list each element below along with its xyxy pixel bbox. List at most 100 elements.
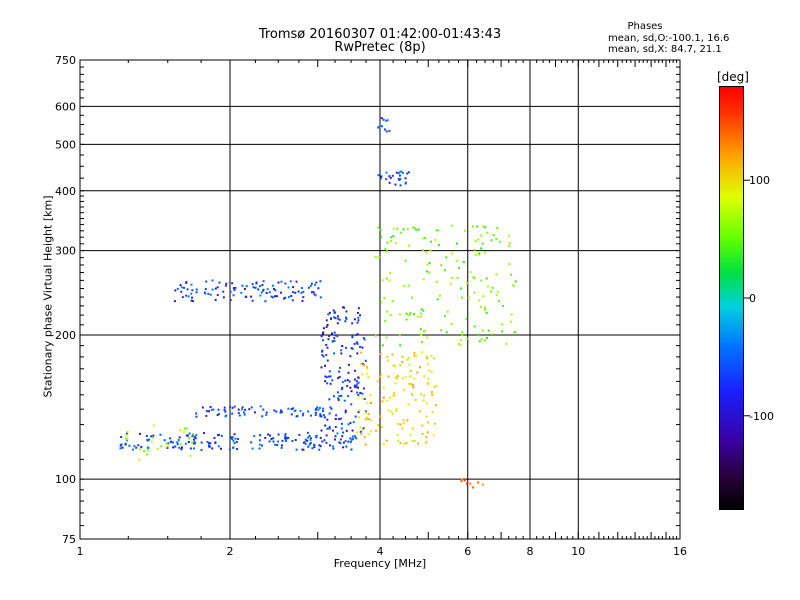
data-point <box>428 369 431 372</box>
data-point <box>408 375 411 378</box>
data-point <box>315 407 318 410</box>
data-point <box>334 425 337 428</box>
data-point <box>280 446 283 449</box>
data-point <box>146 446 149 449</box>
data-point <box>265 292 268 295</box>
data-point <box>279 409 282 412</box>
data-point <box>363 398 366 401</box>
data-point <box>191 289 194 292</box>
data-point <box>505 342 508 345</box>
data-point <box>385 178 388 181</box>
data-point <box>340 422 343 425</box>
data-point <box>339 366 342 369</box>
data-point <box>334 435 337 438</box>
data-point <box>185 294 188 297</box>
data-point <box>388 181 391 184</box>
data-point <box>367 432 370 435</box>
data-point <box>316 406 319 409</box>
data-point <box>329 375 332 378</box>
data-point <box>436 298 439 301</box>
data-point <box>410 296 413 299</box>
data-point <box>460 480 463 483</box>
data-point <box>394 242 397 245</box>
data-point <box>284 438 287 441</box>
data-point <box>357 381 360 384</box>
data-point <box>393 394 396 397</box>
data-point <box>356 352 359 355</box>
data-point <box>403 442 406 445</box>
data-point <box>337 317 340 320</box>
data-point <box>217 445 220 448</box>
data-point <box>466 482 469 485</box>
data-point <box>319 413 322 416</box>
data-point <box>135 446 138 449</box>
data-point <box>349 440 352 443</box>
data-point <box>459 344 462 347</box>
data-point <box>431 411 434 414</box>
data-point <box>347 423 350 426</box>
data-point <box>232 446 235 449</box>
data-point <box>195 415 198 418</box>
data-point <box>150 440 153 443</box>
data-point <box>209 442 212 445</box>
data-point <box>477 253 480 256</box>
colorbar-tick-label: 100 <box>749 174 770 187</box>
data-point <box>402 377 405 380</box>
data-point <box>323 416 326 419</box>
data-point <box>301 448 304 451</box>
data-point <box>287 436 290 439</box>
data-point <box>193 440 196 443</box>
data-point <box>328 427 331 430</box>
data-point <box>344 320 347 323</box>
data-point <box>250 406 253 409</box>
plot-frame <box>79 59 681 540</box>
data-point <box>354 369 357 372</box>
data-point <box>192 300 195 303</box>
data-point <box>389 176 392 179</box>
data-point <box>362 397 365 400</box>
data-point <box>232 439 235 442</box>
data-point <box>340 388 343 391</box>
data-point <box>390 410 393 413</box>
data-point <box>294 291 297 294</box>
data-point <box>320 366 323 369</box>
data-point <box>434 404 437 407</box>
data-point <box>259 434 262 437</box>
data-point <box>426 336 429 339</box>
data-point <box>489 290 492 293</box>
colorbar-tick-label: 0 <box>749 292 756 305</box>
data-point <box>380 125 383 128</box>
data-point <box>477 238 480 241</box>
data-point <box>219 447 222 450</box>
data-point <box>119 444 122 447</box>
data-point <box>350 403 353 406</box>
data-point <box>152 424 155 427</box>
data-point <box>354 435 357 438</box>
data-point <box>222 296 225 299</box>
data-point <box>491 286 494 289</box>
data-point <box>332 395 335 398</box>
data-point <box>276 444 279 447</box>
data-point <box>231 437 234 440</box>
data-point <box>275 410 278 413</box>
data-point <box>223 406 226 409</box>
data-point <box>364 443 367 446</box>
data-point <box>214 298 217 301</box>
data-point <box>342 441 345 444</box>
data-point <box>267 433 270 436</box>
data-point <box>508 244 511 247</box>
data-point <box>242 411 245 414</box>
data-point <box>426 357 429 360</box>
data-point <box>377 226 380 229</box>
data-point <box>347 371 350 374</box>
x-tick-label: 4 <box>377 545 384 558</box>
data-point <box>245 285 248 288</box>
data-point <box>323 439 326 442</box>
data-point <box>380 117 383 120</box>
data-point <box>340 427 343 430</box>
data-point <box>390 236 393 239</box>
x-tick-label: 8 <box>527 545 534 558</box>
data-point <box>321 349 324 352</box>
data-point <box>357 319 360 322</box>
data-point <box>322 407 325 410</box>
